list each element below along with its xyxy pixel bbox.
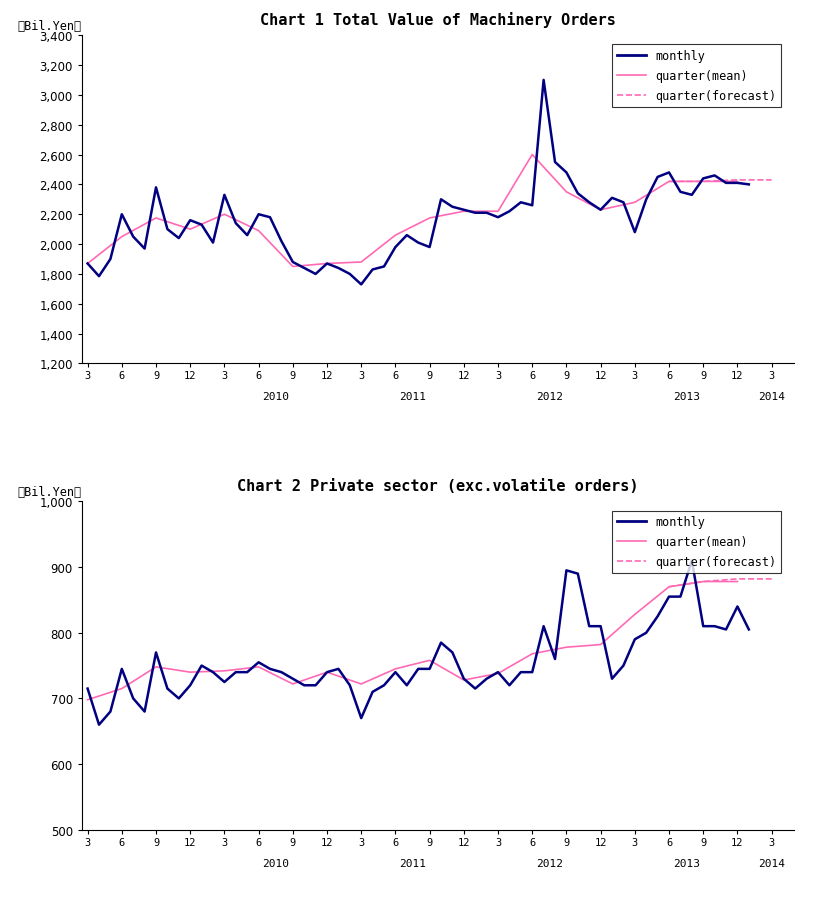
Text: 2011: 2011 [399,392,426,402]
Text: （Bil.Yen）: （Bil.Yen） [18,485,82,499]
Legend: monthly, quarter(mean), quarter(forecast): monthly, quarter(mean), quarter(forecast… [612,511,781,574]
Title: Chart 2 Private sector (exc.volatile orders): Chart 2 Private sector (exc.volatile ord… [238,479,639,493]
Text: 2011: 2011 [399,858,426,868]
Text: 2013: 2013 [672,858,699,868]
Legend: monthly, quarter(mean), quarter(forecast): monthly, quarter(mean), quarter(forecast… [612,45,781,108]
Text: 2013: 2013 [672,392,699,402]
Title: Chart 1 Total Value of Machinery Orders: Chart 1 Total Value of Machinery Orders [260,12,616,28]
Text: （Bil.Yen）: （Bil.Yen） [18,20,82,32]
Text: 2014: 2014 [758,392,785,402]
Text: 2014: 2014 [758,858,785,868]
Text: 2010: 2010 [262,858,289,868]
Text: 2012: 2012 [536,858,563,868]
Text: 2012: 2012 [536,392,563,402]
Text: 2010: 2010 [262,392,289,402]
